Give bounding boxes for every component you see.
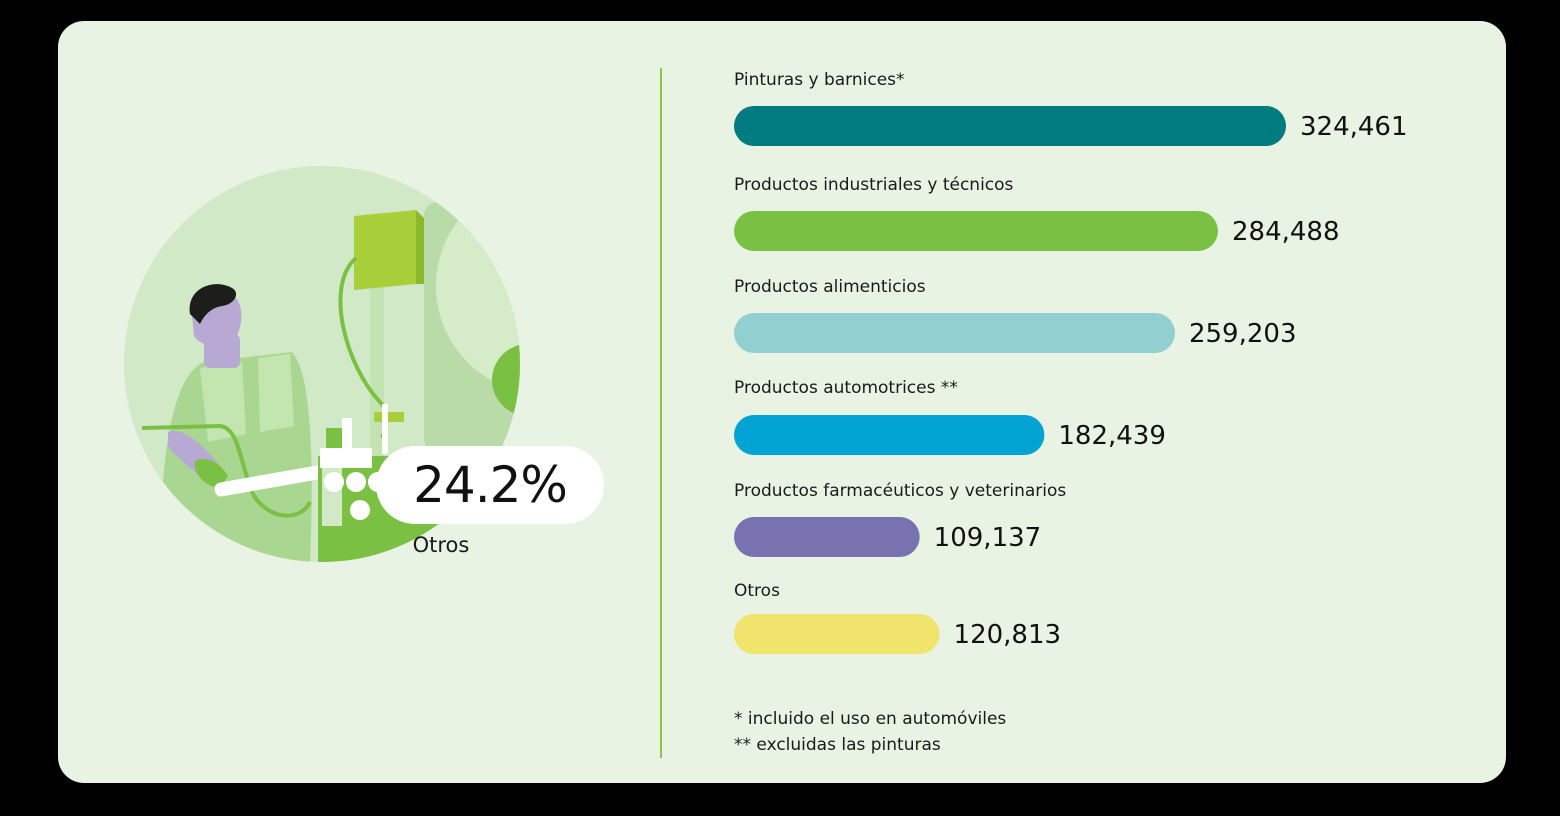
bar — [734, 106, 1286, 146]
worker-illustration — [124, 166, 520, 562]
category-label: Productos industriales y técnicos — [734, 175, 1014, 195]
bar-chart: Pinturas y barnices* 324,461 Productos ind… — [734, 70, 1408, 654]
divider — [660, 68, 662, 758]
footnote-2: ** excluidas las pinturas — [734, 735, 941, 755]
value-label: 324,461 — [1300, 112, 1408, 142]
bar — [734, 415, 1045, 455]
bar — [734, 313, 1175, 353]
value-label: 182,439 — [1058, 421, 1166, 451]
category-label: Productos farmacéuticos y veterinarios — [734, 481, 1066, 501]
footnotes: * incluido el uso en automóviles ** excl… — [734, 706, 1006, 758]
footnote-1: * incluido el uso en automóviles — [734, 709, 1007, 729]
category-label: Productos automotrices ** — [734, 378, 958, 398]
value-label: 284,488 — [1232, 217, 1340, 247]
value-label: 109,137 — [934, 523, 1042, 553]
bar — [734, 211, 1218, 251]
bar — [734, 614, 940, 654]
highlight-label: Otros — [412, 533, 470, 557]
value-label: 120,813 — [954, 620, 1062, 650]
highlight-value: 24.2% — [413, 456, 568, 514]
highlight-pill: 24.2% — [376, 446, 604, 524]
infographic-card: 24.2% Otros Pinturas y barnices* 324,461 P… — [58, 21, 1506, 783]
category-label: Productos alimenticios — [734, 277, 926, 297]
category-label: Otros — [734, 581, 780, 601]
category-label: Pinturas y barnices* — [734, 70, 905, 90]
bar — [734, 517, 920, 557]
value-label: 259,203 — [1189, 319, 1297, 349]
